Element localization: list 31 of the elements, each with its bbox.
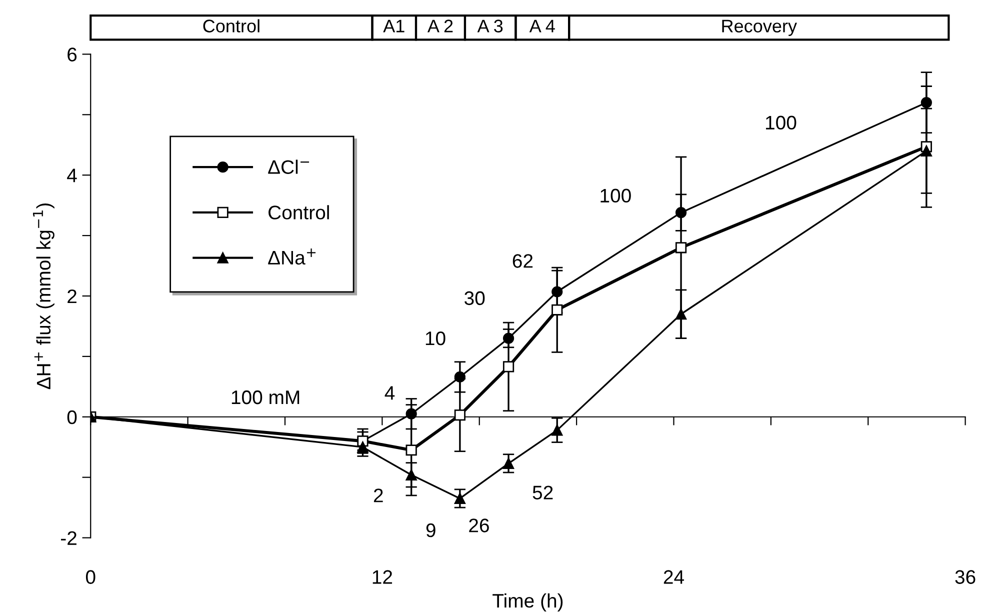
annotation: 2: [374, 488, 383, 502]
x-tick-label: 36: [955, 570, 976, 584]
y-tick-label: 6: [68, 48, 77, 62]
text: Control: [203, 19, 260, 32]
text: Recovery: [722, 20, 797, 36]
x-tick-label: 24: [664, 570, 684, 584]
annotation: 4: [384, 386, 395, 400]
annotation: 100: [766, 116, 796, 130]
legend-label: ΔCl$^{−}$: [268, 160, 310, 174]
text: A 3: [477, 20, 503, 32]
y-tick-label: 4: [67, 168, 77, 182]
legend-label: ΔNa$^{+}$: [268, 248, 316, 265]
text: A1: [383, 20, 404, 32]
x-tick-label: 0: [86, 570, 96, 584]
legend-label: Control: [268, 205, 329, 220]
annotation: 100: [600, 188, 631, 203]
annotation: 9: [426, 523, 436, 538]
annotation: 30: [464, 291, 485, 306]
y-tick-label: 0: [67, 410, 77, 424]
annotation: 26: [469, 518, 489, 532]
text: A 2: [427, 20, 453, 32]
y-axis-title: ΔH$^{+}$ flux (mmol kg$^{−1}$): [33, 204, 54, 390]
annotation: 52: [532, 486, 553, 500]
annotation: 100 mM: [232, 390, 300, 404]
y-tick-label: -2: [61, 531, 76, 545]
text: A 4: [529, 20, 555, 32]
annotation: 62: [512, 254, 533, 268]
annotation: 10: [426, 331, 446, 346]
x-axis-title: Time (h): [492, 593, 563, 612]
x-tick-label: 12: [372, 570, 392, 584]
y-tick-label: 2: [68, 289, 76, 304]
